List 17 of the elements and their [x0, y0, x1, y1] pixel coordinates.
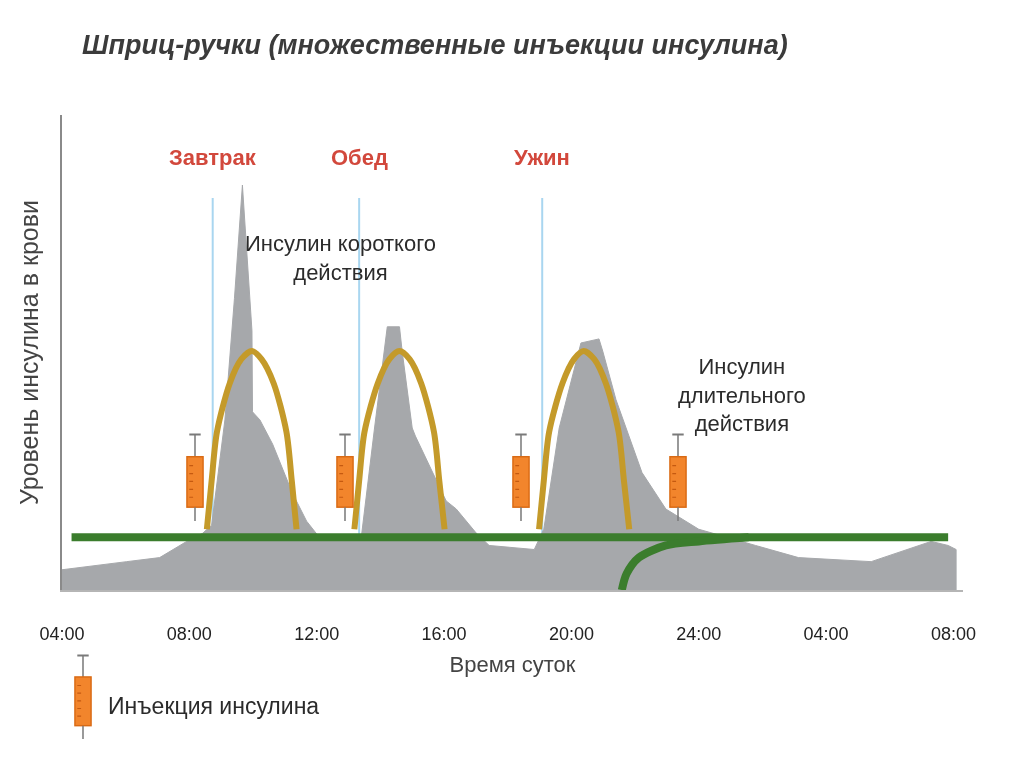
x-tick-label: 12:00 — [294, 623, 340, 644]
text: Инъекция инсулина — [108, 693, 320, 719]
y-axis-title: Уровень инсулина в крови — [15, 200, 44, 505]
x-axis-title: Время суток — [449, 652, 576, 677]
chart-title: Шприц-ручки (множественные инъекции инсулина) — [82, 30, 788, 61]
annotation: Инсулин длительного действия — [678, 354, 806, 437]
ref-line-label: Завтрак — [169, 145, 257, 170]
x-tick-label: 08:00 — [930, 623, 976, 644]
x-tick-label: 08:00 — [166, 623, 212, 644]
x-tick-label: 04:00 — [803, 623, 849, 644]
x-tick-label: 20:00 — [548, 623, 594, 644]
ref-line-label: Обед — [331, 145, 388, 170]
ref-line-label: Ужин — [514, 145, 570, 170]
x-tick-label: 16:00 — [421, 623, 467, 644]
x-tick-label: 04:00 — [39, 623, 85, 644]
annotation: Инсулин короткого действия — [245, 231, 436, 285]
x-tick-label: 24:00 — [676, 623, 722, 644]
